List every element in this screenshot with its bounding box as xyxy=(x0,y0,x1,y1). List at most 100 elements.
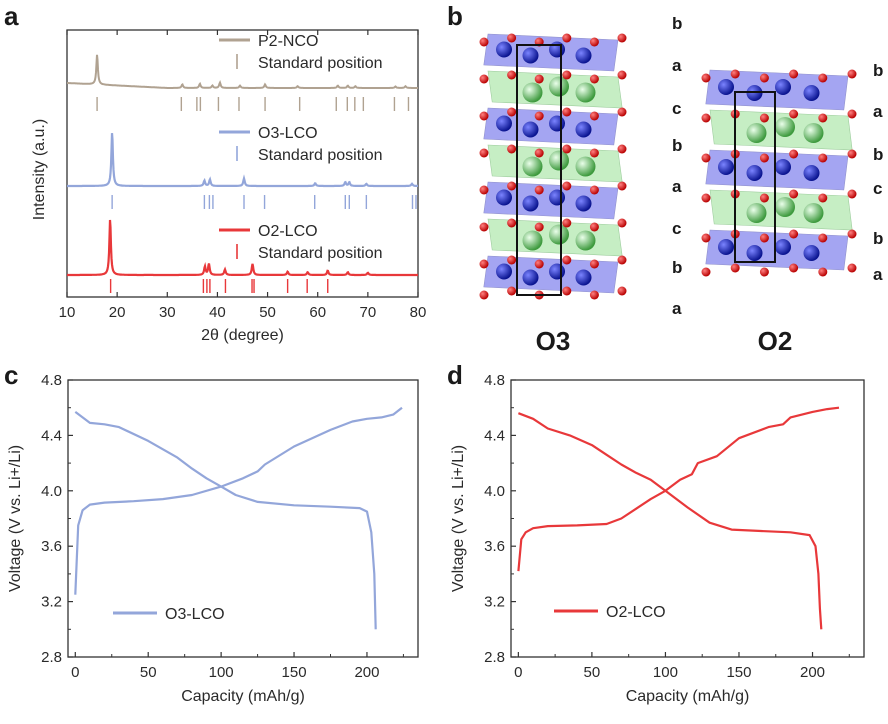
panel-label-c: c xyxy=(4,360,18,390)
lithium-atom xyxy=(746,123,767,143)
oxygen-atom xyxy=(730,263,740,273)
cobalt-atom xyxy=(803,245,820,261)
oxygen-atom xyxy=(789,263,799,273)
y-tick-label: 3.2 xyxy=(484,594,505,611)
lithium-atom xyxy=(549,76,569,97)
lithium-atom xyxy=(549,150,569,171)
o2-stacking-letter: b xyxy=(873,145,883,164)
oxygen-atom xyxy=(617,33,627,43)
oxygen-atom xyxy=(562,144,572,154)
oxygen-atom xyxy=(479,185,489,195)
cobalt-atom xyxy=(549,189,565,206)
cobalt-atom xyxy=(549,115,565,132)
y-axis-label: Voltage (V vs. Li+/Li) xyxy=(450,445,467,592)
cobalt-atom xyxy=(496,263,512,280)
y-tick-label: 3.2 xyxy=(41,594,62,611)
y-tick-label: 4.8 xyxy=(41,372,62,389)
oxygen-atom xyxy=(759,113,769,123)
x-tick-label: 60 xyxy=(309,304,326,321)
x-tick-label: 200 xyxy=(354,664,379,681)
oxygen-atom xyxy=(818,113,828,123)
voltage-curve-discharge xyxy=(518,412,823,630)
cobalt-atom xyxy=(803,165,820,181)
xrd-pattern-O2-LCO xyxy=(67,219,418,277)
x-tick-label: 100 xyxy=(653,664,678,681)
x-tick-label: 150 xyxy=(282,664,307,681)
lithium-atom xyxy=(575,156,596,177)
oxygen-atom xyxy=(534,111,544,121)
oxygen-atom xyxy=(759,73,769,83)
y-tick-label: 3.6 xyxy=(41,538,62,555)
plot-frame xyxy=(510,379,865,658)
oxygen-atom xyxy=(701,233,711,243)
lithium-atom xyxy=(549,224,569,245)
x-tick-label: 10 xyxy=(59,304,76,321)
o2-voltage-chart: 0 50 100 150 200 2.8 3.2 3.6 4.0 4.4 4.8 Capacity (… xyxy=(450,372,865,705)
oxygen-atom xyxy=(479,111,489,121)
oxygen-atom xyxy=(562,286,572,296)
legend-standard-label: Standard position xyxy=(258,147,383,164)
oxygen-atom xyxy=(789,189,799,199)
oxygen-atom xyxy=(562,181,572,191)
oxygen-atom xyxy=(562,255,572,265)
oxygen-atom xyxy=(701,193,711,203)
o3-stacking-letter: b xyxy=(672,258,682,277)
cobalt-atom xyxy=(746,245,763,261)
oxygen-atom xyxy=(617,286,627,296)
oxygen-atom xyxy=(589,222,599,232)
x-tick-label: 80 xyxy=(410,304,427,321)
o2-stacking-letter: c xyxy=(873,179,882,198)
x-tick-label: 0 xyxy=(514,664,522,681)
cobalt-atom xyxy=(496,189,512,206)
oxygen-atom xyxy=(507,107,517,117)
oxygen-atom xyxy=(534,222,544,232)
o3-stacking-letter: b xyxy=(672,14,682,33)
voltage-curve-charge xyxy=(74,406,403,595)
cobalt-atom xyxy=(718,79,734,95)
lithium-atom xyxy=(522,82,543,103)
crystal-structure-o2 xyxy=(701,69,857,277)
legend-label: O3-LCO xyxy=(165,606,225,623)
cobalt-atom xyxy=(775,79,791,95)
oxygen-atom xyxy=(617,70,627,80)
cobalt-atom xyxy=(522,195,539,212)
oxygen-atom xyxy=(589,259,599,269)
oxygen-atom xyxy=(701,153,711,163)
x-tick-label: 40 xyxy=(209,304,226,321)
y-tick-label: 4.4 xyxy=(484,427,505,444)
legend-standard-label: Standard position xyxy=(258,55,383,72)
oxygen-atom xyxy=(701,73,711,83)
unit-cell-box xyxy=(734,91,776,263)
lithium-atom xyxy=(803,203,824,223)
oxygen-atom xyxy=(847,229,857,239)
cobalt-atom xyxy=(496,41,512,58)
oxygen-atom xyxy=(617,181,627,191)
oxygen-atom xyxy=(730,69,740,79)
x-tick-label: 50 xyxy=(584,664,601,681)
lithium-atom xyxy=(522,156,543,177)
o3-voltage-chart: 0 50 100 150 200 2.8 3.2 3.6 4.0 4.4 4.8 Capacity (… xyxy=(7,372,419,705)
oxygen-atom xyxy=(534,74,544,84)
cobalt-atom xyxy=(746,165,763,181)
oxygen-atom xyxy=(507,218,517,228)
oxygen-atom xyxy=(759,233,769,243)
y-axis-label: Voltage (V vs. Li+/Li) xyxy=(7,445,24,592)
oxygen-atom xyxy=(818,73,828,83)
o3-structure-label: O3 xyxy=(536,326,571,356)
x-axis-label: Capacity (mAh/g) xyxy=(626,688,750,705)
oxygen-atom xyxy=(818,193,828,203)
y-tick-label: 4.4 xyxy=(41,427,62,444)
x-tick-label: 100 xyxy=(209,664,234,681)
legend-standard-label: Standard position xyxy=(258,245,383,262)
cobalt-atom xyxy=(575,121,592,138)
o3-stacking-letter: c xyxy=(672,219,681,238)
y-tick-label: 4.0 xyxy=(484,483,505,500)
x-tick-label: 0 xyxy=(71,664,79,681)
legend-label: O3-LCO xyxy=(258,125,318,142)
oxygen-atom xyxy=(562,33,572,43)
oxygen-atom xyxy=(507,255,517,265)
oxygen-atom xyxy=(759,153,769,163)
oxygen-atom xyxy=(562,107,572,117)
